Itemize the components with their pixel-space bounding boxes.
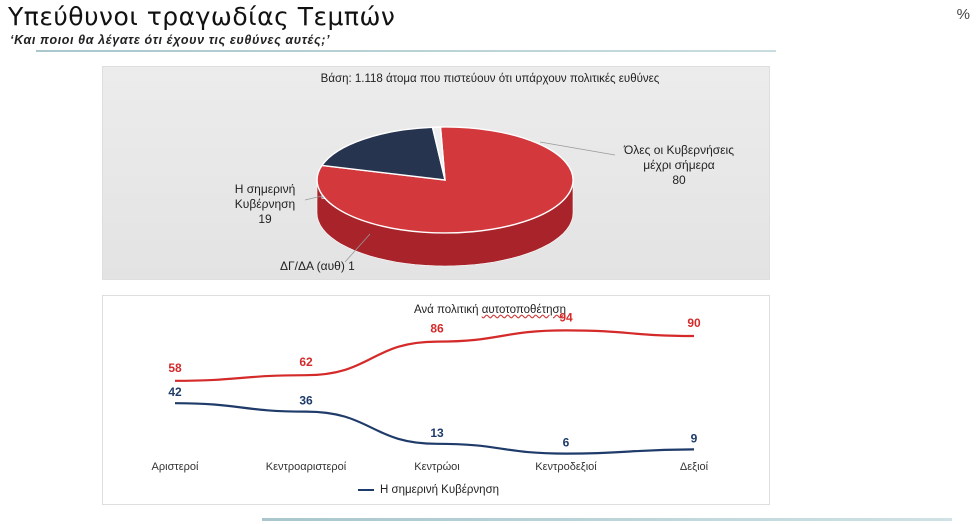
- data-label: 86: [430, 322, 444, 336]
- pie-label-line: ΔΓ/ΔΑ (αυθ): [280, 259, 345, 273]
- data-label: 42: [168, 385, 182, 399]
- pie-label-line: μέχρι σήμερα: [643, 158, 715, 172]
- x-tick-label: Κεντροαριστεροί: [266, 461, 347, 473]
- data-label: 13: [430, 426, 444, 440]
- x-tick-label: Κεντρώοι: [414, 461, 460, 473]
- legend-label: Η σημερινή Κυβέρνηση: [380, 484, 500, 496]
- data-label: 36: [299, 394, 313, 408]
- line-series-all-governments: [174, 329, 695, 382]
- pie-label-line: Όλες οι Κυβερνήσεις: [624, 143, 734, 157]
- line-chart-title-prefix: Ανά πολιτική: [413, 304, 482, 316]
- x-tick-label: Αριστεροί: [152, 461, 199, 473]
- pie-slice: [431, 126, 446, 181]
- x-tick-label: Κεντροδεξιοί: [535, 461, 597, 473]
- data-label: 6: [563, 436, 570, 450]
- unit-label: %: [956, 6, 970, 23]
- pie-label-line: Η σημερινή: [234, 182, 296, 196]
- page-subtitle: ‘Και ποιοι θα λέγατε ότι έχουν τις ευθύν…: [10, 33, 331, 47]
- data-label: 9: [691, 431, 698, 445]
- pie-leader-line: [539, 141, 616, 156]
- data-label: 90: [687, 316, 701, 330]
- line-chart-title-underlined: αυτοτοποθέτηση: [481, 304, 567, 316]
- pie-label-all-governments: Όλες οι Κυβερνήσεις μέχρι σήμερα 80: [604, 143, 754, 188]
- pie-base-text: Βάση: 1.118 άτομα που πιστεύουν ότι υπάρ…: [320, 73, 660, 85]
- pie-slice: [320, 126, 446, 181]
- page-title: Υπεύθυνοι τραγωδίας Τεμπών: [8, 2, 396, 31]
- pie-label-value: 19: [258, 212, 272, 226]
- pie-label-value: 80: [672, 173, 686, 187]
- header-divider: [36, 50, 776, 52]
- pie-leader-line: [304, 195, 323, 201]
- data-label: 58: [168, 361, 182, 375]
- pie-label-current-government: Η σημερινή Κυβέρνηση 19: [220, 182, 310, 227]
- footer-divider: [262, 518, 952, 521]
- data-label: 62: [299, 355, 313, 369]
- x-tick-label: Δεξιοί: [680, 461, 709, 473]
- pie-label-line: Κυβέρνηση: [234, 197, 296, 211]
- line-chart-title: Ανά πολιτική αυτοτοποθέτηση: [0, 304, 980, 316]
- line-chart-panel: [102, 295, 770, 505]
- pie-label-dont-know: ΔΓ/ΔΑ (αυθ) 1: [280, 259, 400, 274]
- legend-swatch-current-government: [358, 489, 374, 491]
- pie-leader-line: [344, 233, 371, 263]
- pie-label-value: 1: [348, 259, 355, 273]
- data-label: 94: [559, 310, 573, 324]
- line-chart-legend: Η σημερινή Κυβέρνηση: [358, 484, 499, 496]
